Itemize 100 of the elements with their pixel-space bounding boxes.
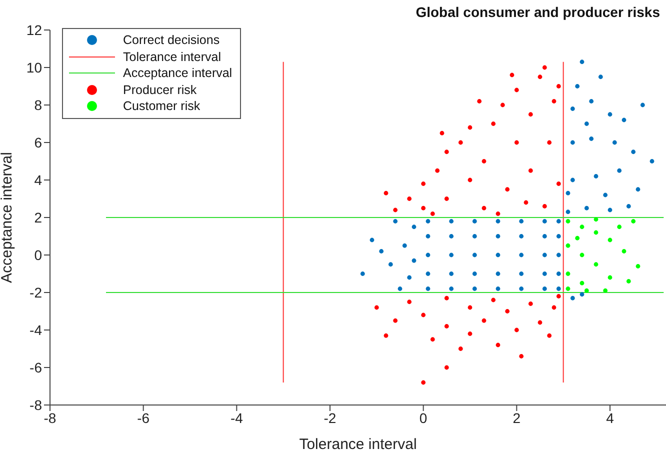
point	[528, 112, 533, 117]
x-tick-label: -2	[324, 410, 336, 426]
point	[552, 305, 556, 310]
legend-label: Tolerance interval	[123, 48, 221, 65]
point	[584, 288, 589, 293]
point	[468, 125, 472, 130]
point	[496, 212, 500, 216]
point	[421, 206, 426, 210]
point	[458, 346, 463, 351]
point	[580, 224, 584, 230]
legend-label: Correct decisions	[123, 32, 220, 48]
y-tick-label: -4	[30, 322, 42, 338]
point	[505, 187, 510, 192]
point	[594, 230, 598, 235]
x-tick-label: 2	[512, 410, 521, 426]
y-tick-label: 8	[34, 96, 42, 113]
y-tick-label: 4	[34, 172, 42, 188]
point	[514, 88, 519, 92]
legend-label: Acceptance interval	[123, 65, 232, 82]
y-tick-label: 0	[34, 246, 42, 263]
point	[430, 212, 435, 216]
point	[542, 65, 547, 70]
point	[468, 305, 472, 310]
point	[444, 324, 449, 328]
point	[510, 72, 514, 78]
point	[384, 333, 388, 338]
x-axis-title: Tolerance interval	[299, 436, 417, 453]
point	[636, 264, 640, 268]
point	[514, 140, 519, 145]
point	[444, 196, 449, 201]
point	[566, 243, 570, 248]
point	[482, 206, 486, 210]
point	[538, 74, 542, 80]
x-tick-label: -4	[230, 410, 244, 426]
point	[458, 140, 463, 145]
point	[421, 312, 426, 318]
point	[482, 159, 486, 164]
point	[617, 224, 622, 230]
y-tick-label: -6	[30, 359, 42, 376]
y-tick-label: -2	[30, 284, 42, 300]
point	[477, 99, 482, 104]
point	[421, 380, 426, 385]
x-tick-label: 4	[606, 410, 614, 426]
y-tick-label: -8	[30, 396, 42, 413]
point	[393, 318, 398, 323]
x-tick-label: 0	[419, 410, 428, 426]
y-tick-label: 12	[26, 22, 42, 38]
point	[538, 320, 542, 325]
point	[430, 337, 435, 342]
point	[608, 238, 612, 242]
point	[491, 122, 496, 126]
y-tick-label: 6	[34, 134, 42, 150]
point	[444, 365, 449, 370]
point	[528, 168, 533, 173]
point	[519, 354, 524, 358]
point	[566, 272, 570, 276]
chart-title: Global consumer and producer risks	[416, 4, 660, 20]
point	[580, 280, 584, 286]
point	[440, 130, 444, 136]
point	[384, 190, 388, 196]
point	[482, 318, 486, 323]
point	[496, 342, 500, 348]
point	[575, 236, 580, 240]
point	[556, 84, 561, 88]
point	[552, 99, 556, 104]
point	[542, 204, 547, 208]
point	[407, 196, 412, 201]
y-tick-label: 2	[34, 209, 42, 226]
point	[547, 333, 552, 338]
point	[524, 200, 528, 205]
point	[421, 182, 426, 186]
x-tick-label: -6	[137, 410, 150, 426]
point	[603, 288, 608, 293]
point	[468, 332, 472, 336]
point	[435, 168, 440, 173]
point	[374, 305, 379, 310]
point	[566, 286, 570, 291]
point	[491, 298, 496, 302]
point	[556, 182, 561, 186]
point	[566, 219, 570, 224]
point	[547, 140, 552, 145]
point	[468, 178, 472, 182]
legend-label: Producer risk	[123, 82, 197, 98]
point	[626, 279, 631, 284]
point	[622, 249, 626, 254]
point	[444, 150, 449, 154]
point	[608, 275, 612, 280]
y-axis-title: Acceptance interval	[0, 152, 16, 283]
point	[500, 102, 505, 108]
point	[444, 296, 449, 300]
point	[556, 294, 561, 298]
point	[407, 300, 412, 304]
legend-label: Customer risk	[123, 98, 200, 114]
point	[580, 252, 584, 258]
point	[514, 328, 519, 332]
point	[594, 217, 598, 222]
point	[594, 262, 598, 267]
point	[505, 309, 510, 314]
point	[528, 302, 533, 306]
y-tick-label: 10	[26, 59, 42, 76]
